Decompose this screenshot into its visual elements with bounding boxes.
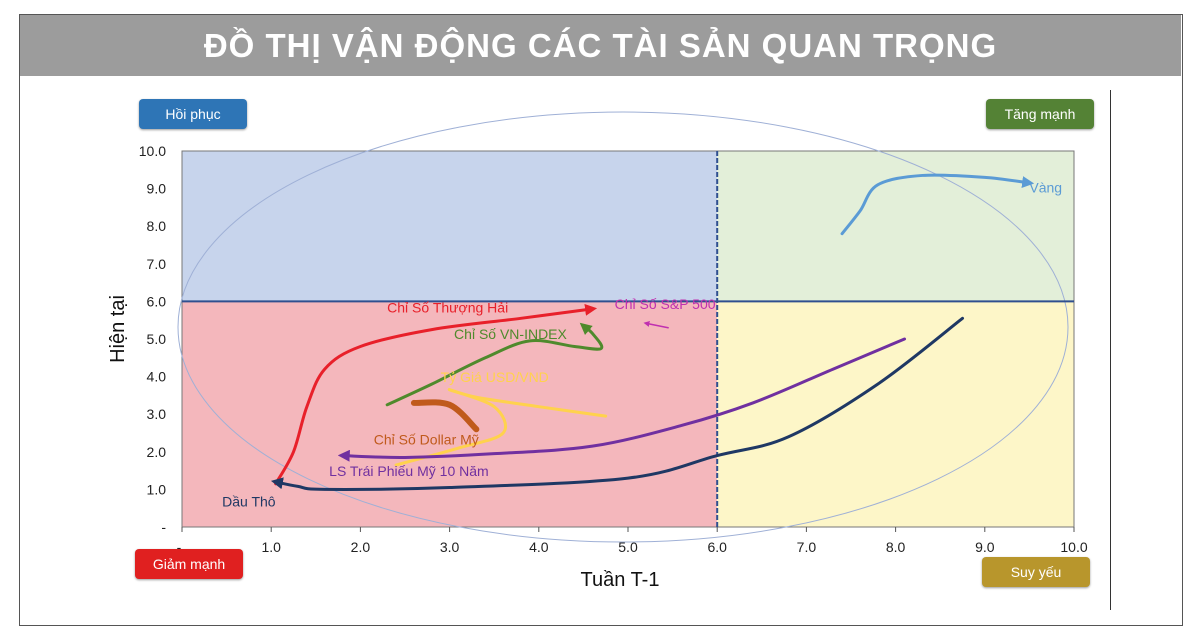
series-line-chi-so-thuong-hai [274,303,598,486]
series-line-chi-so-vn-index [385,322,604,407]
series-line-ty-gia-usd-vnd [394,388,608,467]
x-tick-label: 7.0 [797,539,817,555]
series-label-ls-trai-phieu-my-10-nam: LS Trái Phiếu Mỹ 10 Năm [329,463,489,479]
quadrant-strong-down [182,301,718,527]
x-axis-title: Tuần T-1 [581,569,660,591]
quadrant-label-strong-down: Giảm mạnh [135,549,243,579]
series-label-vang: Vàng [1029,179,1062,195]
y-tick-label: 3.0 [147,406,167,422]
x-tick-label: - [177,539,182,555]
y-tick-label: 5.0 [147,331,167,347]
quadrant-label-strong-up: Tăng mạnh [986,99,1094,129]
series-label-chi-so-s-p-500: Chỉ Số S&P 500 [615,296,716,312]
x-tick-label: 6.0 [707,539,727,555]
y-tick-label: 7.0 [147,256,167,272]
series-line-series-5 [410,399,480,433]
series-label-chi-so-thuong-hai: Chỉ Số Thượng Hải [387,300,508,316]
y-tick-label: - [161,519,166,535]
quadrant-weakening [717,301,1074,527]
quadrant-label-recovery: Hồi phục [139,99,247,129]
y-tick-label: 6.0 [147,293,167,309]
series-line-vang [840,173,1035,236]
series-label-dau-tho: Dầu Thô [222,493,276,509]
series-line-chi-so-s-p-500 [643,320,669,329]
quadrant-recovery [182,151,718,302]
x-tick-label: 4.0 [529,539,549,555]
page-title: ĐỒ THỊ VẬN ĐỘNG CÁC TÀI SẢN QUAN TRỌNG [20,15,1181,76]
series-line-ls-trai-phieu-my-10-nam [337,337,907,462]
y-tick-label: 1.0 [147,481,167,497]
frame-divider [1110,90,1111,610]
y-tick-label: 10.0 [139,143,166,159]
x-tick-label: 8.0 [886,539,906,555]
quadrant-label-weakening: Suy yếu [982,557,1090,587]
guide-ellipse [177,111,1069,543]
series-label-ty-gia-usd-vnd: Tỷ Giá USD/VND [441,369,549,385]
x-tick-label: 3.0 [440,539,460,555]
series-line-dau-tho [270,316,964,491]
x-tick-label: 9.0 [975,539,995,555]
y-tick-label: 9.0 [147,181,167,197]
y-tick-label: 4.0 [147,369,167,385]
x-tick-label: 1.0 [261,539,281,555]
y-axis-title: Hiện tại [107,295,129,363]
y-tick-label: 8.0 [147,218,167,234]
series-label-chi-so-vn-index: Chỉ Số VN-INDEX [454,326,567,342]
quadrant-strong-up [717,151,1074,302]
x-tick-label: 5.0 [618,539,638,555]
series-label-chi-so-dollar-my: Chỉ Số Dollar Mỹ [374,431,479,447]
x-tick-label: 10.0 [1060,539,1087,555]
x-tick-label: 2.0 [351,539,371,555]
y-tick-label: 2.0 [147,444,167,460]
